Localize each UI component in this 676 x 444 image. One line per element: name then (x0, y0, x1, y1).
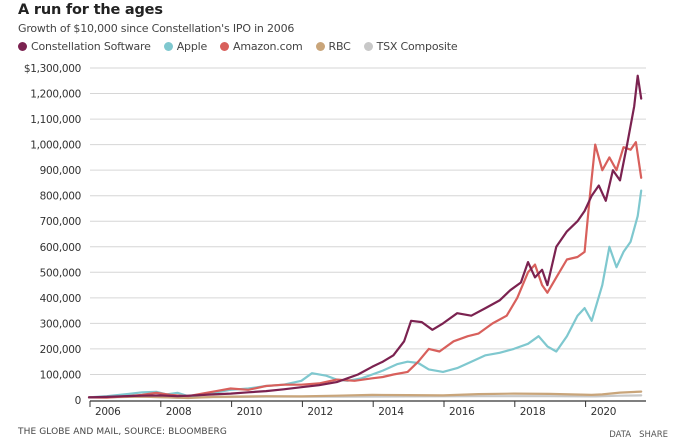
legend-label: Apple (176, 40, 208, 53)
footer-links: DATA SHARE (609, 430, 668, 440)
legend: Constellation Software Apple Amazon.com … (18, 40, 458, 53)
chart-subtitle: Growth of $10,000 since Constellation's … (18, 22, 295, 35)
chart-title: A run for the ages (18, 2, 163, 18)
y-tick-label: $1,300,000 (24, 63, 81, 75)
y-tick-label: 1,000,000 (30, 140, 81, 152)
share-link[interactable]: SHARE (639, 430, 668, 440)
y-tick-label: 200,000 (40, 344, 81, 356)
y-tick-label: 500,000 (40, 267, 81, 279)
legend-dot-icon (315, 42, 325, 51)
y-axis: 0 100,000 200,000 300,000 400,000 500,000 600,… (24, 63, 81, 407)
y-tick-label: 400,000 (40, 293, 81, 305)
legend-label: TSX Composite (376, 40, 458, 53)
y-tick-label: 700,000 (40, 216, 81, 228)
gridlines (90, 67, 646, 375)
legend-item-amazon[interactable]: Amazon.com (220, 40, 303, 53)
y-tick-label: 600,000 (40, 242, 81, 254)
legend-dot-icon (363, 42, 373, 51)
x-tick-label: 2014 (378, 406, 404, 418)
y-tick-label: 1,100,000 (30, 114, 81, 126)
x-tick-label: 2012 (307, 406, 333, 418)
series-line-constellation-software (87, 74, 643, 399)
data-link[interactable]: DATA (609, 430, 632, 440)
series-line-rbc (87, 390, 643, 400)
x-tick-label: 2008 (166, 406, 192, 418)
legend-dot-icon (18, 42, 27, 51)
y-tick-label: 800,000 (40, 191, 81, 203)
x-tick-label: 2010 (237, 406, 263, 418)
legend-label: Amazon.com (233, 40, 303, 53)
x-axis: 2006 2008 2010 2012 2014 2016 2018 2020 (89, 400, 646, 418)
legend-item-rbc[interactable]: RBC (315, 40, 351, 53)
series-line-amazon-com (87, 141, 643, 399)
legend-item-apple[interactable]: Apple (163, 40, 208, 53)
x-tick-label: 2016 (449, 406, 475, 418)
x-tick-label: 2020 (591, 406, 617, 418)
legend-item-tsx[interactable]: TSX Composite (363, 40, 458, 53)
legend-dot-icon (220, 42, 230, 51)
y-tick-label: 300,000 (40, 318, 81, 330)
y-tick-label: 900,000 (40, 165, 81, 177)
legend-dot-icon (163, 42, 173, 51)
legend-label: Constellation Software (31, 40, 151, 53)
x-tick-label: 2018 (520, 406, 546, 418)
y-tick-label: 0 (75, 395, 81, 407)
legend-label: RBC (328, 40, 351, 53)
y-tick-label: 1,200,000 (30, 89, 81, 101)
series-lines (87, 74, 643, 400)
legend-item-constellation[interactable]: Constellation Software (18, 40, 151, 53)
y-tick-label: 100,000 (40, 369, 81, 381)
source-credit: THE GLOBE AND MAIL, SOURCE: BLOOMBERG (18, 427, 227, 437)
x-tick-label: 2006 (95, 406, 121, 418)
